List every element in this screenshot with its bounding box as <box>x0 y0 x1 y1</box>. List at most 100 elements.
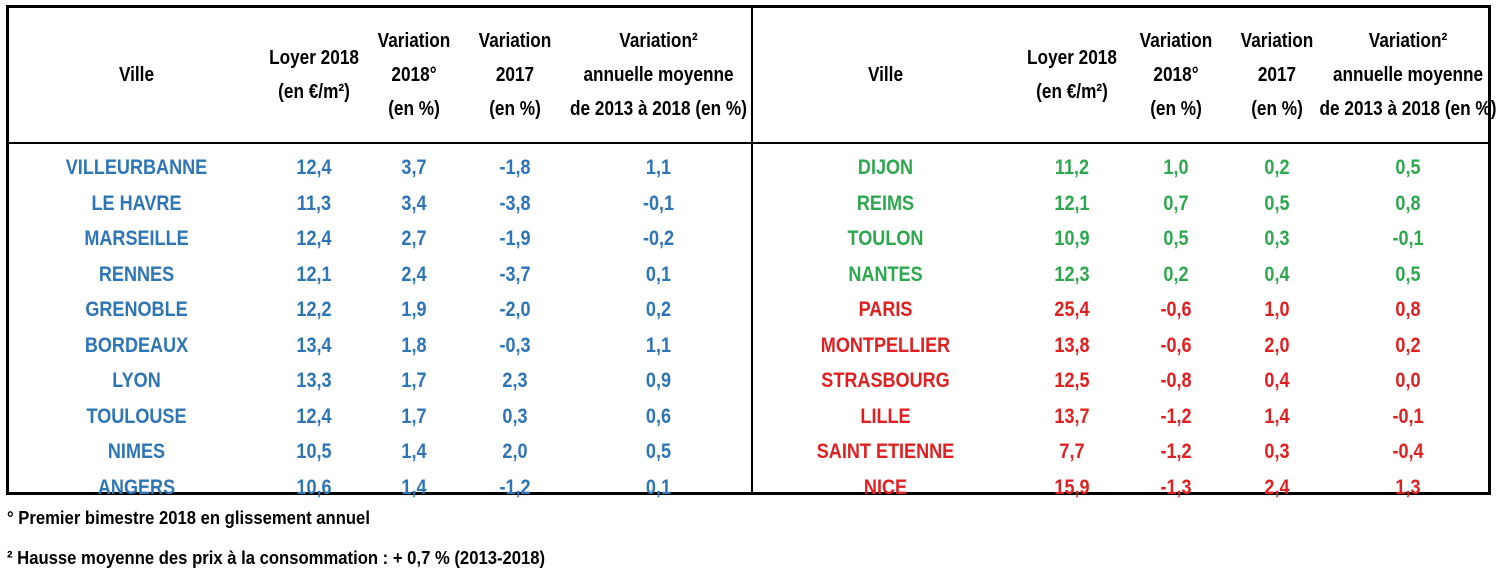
table-row: REIMS 12,1 0,7 0,5 0,8 <box>753 186 1488 222</box>
cell-ville: NICE <box>863 475 908 499</box>
cell-ville: TOULON <box>847 227 924 250</box>
cell-var2018: 2,4 <box>401 262 427 286</box>
cell-var2017: 0,3 <box>502 404 528 428</box>
cell-varmoy: 1,3 <box>1395 475 1421 499</box>
cell-var2018: -0,8 <box>1160 369 1192 392</box>
cell-varmoy: 0,6 <box>645 404 672 428</box>
cell-ville: VILLEURBANNE <box>65 156 208 179</box>
table-header-left: Ville Loyer 2018 (en €/m²) Variation 2018° (e… <box>9 8 751 144</box>
cell-ville: MARSEILLE <box>84 227 189 250</box>
cell-ville: RENNES <box>98 262 175 286</box>
cell-ville: TOULOUSE <box>86 404 187 428</box>
column-header-line: 2017 <box>1257 64 1297 86</box>
cell-loyer: 12,4 <box>296 404 332 428</box>
cell-ville: GRENOBLE <box>85 298 188 321</box>
rent-table: Ville Loyer 2018 (en €/m²) Variation 2018° (e… <box>6 5 1496 499</box>
cell-varmoy: 0,2 <box>1395 333 1421 357</box>
column-header-var2017: Variation 2017 (en %) <box>471 8 559 142</box>
column-header-line: (en €/m²) <box>1036 81 1108 103</box>
table-row: SAINT ETIENNE 7,7 -1,2 0,3 -0,4 <box>753 434 1488 470</box>
cell-ville: NANTES <box>848 262 923 286</box>
cell-var2017: 1,0 <box>1264 298 1290 321</box>
footnote-1: ° Premier bimestre 2018 en glissement an… <box>7 507 370 528</box>
cell-ville: ANGERS <box>97 475 176 499</box>
cell-var2017: -2,0 <box>499 298 531 321</box>
table-row: VILLEURBANNE 12,4 3,7 -1,8 1,1 <box>9 150 751 186</box>
cell-var2018: -1,3 <box>1160 475 1192 499</box>
column-header-loyer: Loyer 2018 (en €/m²) <box>1026 8 1119 142</box>
cell-loyer: 12,3 <box>1054 262 1090 286</box>
column-header-line: (en %) <box>489 98 541 120</box>
cell-var2017: 0,4 <box>1264 262 1290 286</box>
table-row: ANGERS 10,6 1,4 -1,2 0,1 <box>9 470 751 506</box>
cell-var2018: 3,4 <box>401 191 427 215</box>
table-row: TOULON 10,9 0,5 0,3 -0,1 <box>753 221 1488 257</box>
cell-loyer: 13,8 <box>1054 333 1090 357</box>
cell-ville: REIMS <box>856 191 915 215</box>
cell-varmoy: 0,9 <box>645 369 672 392</box>
cell-var2017: 0,2 <box>1264 156 1290 179</box>
cell-ville: SAINT ETIENNE <box>816 440 955 463</box>
cell-var2017: -1,8 <box>499 156 531 179</box>
cell-var2018: 1,7 <box>401 404 427 428</box>
cell-varmoy: -0,1 <box>1392 404 1424 428</box>
cell-varmoy: 0,1 <box>645 262 672 286</box>
table-row: NICE 15,9 -1,3 2,4 1,3 <box>753 470 1488 506</box>
column-header-varmoy: Variation² annuelle moyenne de 2013 à 2018… <box>570 8 747 142</box>
cell-ville: LILLE <box>860 404 911 428</box>
column-header-var2018: Variation 2018° (en %) <box>371 8 457 142</box>
column-header-line: 2017 <box>495 64 535 86</box>
table-row: NANTES 12,3 0,2 0,4 0,5 <box>753 257 1488 293</box>
table-left-half: Ville Loyer 2018 (en €/m²) Variation 2018° (e… <box>9 8 753 499</box>
table-row: LYON 13,3 1,7 2,3 0,9 <box>9 363 751 399</box>
column-header-line: (en %) <box>1251 98 1303 120</box>
cell-var2017: 0,5 <box>1264 191 1290 215</box>
cell-var2018: 1,4 <box>401 475 427 499</box>
column-header-line: Variation² <box>619 30 698 52</box>
cell-loyer: 12,1 <box>296 262 332 286</box>
cell-var2018: 1,0 <box>1163 156 1189 179</box>
cell-loyer: 13,7 <box>1054 404 1090 428</box>
column-header-line: 2018° <box>1153 64 1199 86</box>
table-body-right: DIJON 11,2 1,0 0,2 0,5 REIMS 12,1 0,7 0,5 0,8 TOUL… <box>753 150 1488 505</box>
cell-var2017: -1,2 <box>499 475 531 499</box>
table-row: DIJON 11,2 1,0 0,2 0,5 <box>753 150 1488 186</box>
column-header-ville: Ville <box>27 8 246 142</box>
cell-varmoy: 0,1 <box>645 475 672 499</box>
cell-varmoy: 0,2 <box>645 298 672 321</box>
cell-var2018: -1,2 <box>1160 404 1192 428</box>
column-header-line: Loyer 2018 <box>1027 47 1117 69</box>
cell-loyer: 11,2 <box>1054 156 1090 179</box>
column-header-line: annuelle moyenne <box>1332 64 1484 86</box>
cell-var2018: 2,7 <box>401 227 427 250</box>
column-header-line: de 2013 à 2018 (en %) <box>570 98 747 120</box>
table-row: RENNES 12,1 2,4 -3,7 0,1 <box>9 257 751 293</box>
cell-var2018: 3,7 <box>401 156 427 179</box>
column-header-line: Variation <box>377 30 451 52</box>
table-row: NIMES 10,5 1,4 2,0 0,5 <box>9 434 751 470</box>
cell-varmoy: 0,5 <box>1395 262 1421 286</box>
column-header-line: (en €/m²) <box>278 81 350 103</box>
column-header-line: Ville <box>867 64 904 86</box>
cell-loyer: 12,1 <box>1054 191 1090 215</box>
cell-var2018: 0,7 <box>1163 191 1189 215</box>
table-row: PARIS 25,4 -0,6 1,0 0,8 <box>753 292 1488 328</box>
cell-var2017: 2,0 <box>1264 333 1290 357</box>
cell-loyer: 12,4 <box>296 227 332 250</box>
cell-var2018: 1,4 <box>401 440 427 463</box>
cell-varmoy: -0,2 <box>642 227 675 250</box>
cell-loyer: 25,4 <box>1054 298 1090 321</box>
footnote-2: ² Hausse moyenne des prix à la consommat… <box>7 547 546 568</box>
column-header-ville: Ville <box>772 8 1000 142</box>
cell-varmoy: 1,1 <box>645 333 672 357</box>
column-header-line: Variation <box>1240 30 1314 52</box>
cell-var2018: -0,6 <box>1160 333 1192 357</box>
cell-var2018: 1,9 <box>401 298 427 321</box>
cell-varmoy: 0,8 <box>1395 191 1421 215</box>
cell-varmoy: 0,5 <box>645 440 672 463</box>
cell-ville: STRASBOURG <box>821 369 950 392</box>
cell-var2017: 2,0 <box>502 440 528 463</box>
cell-ville: DIJON <box>857 156 914 179</box>
cell-loyer: 12,5 <box>1054 369 1090 392</box>
cell-varmoy: -0,4 <box>1392 440 1424 463</box>
